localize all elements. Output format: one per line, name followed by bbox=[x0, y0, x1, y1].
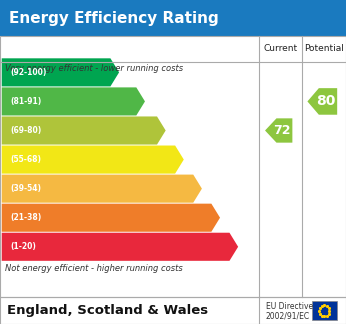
Text: (21-38): (21-38) bbox=[10, 213, 42, 222]
Text: Current: Current bbox=[264, 44, 298, 53]
Bar bbox=[0, 36, 346, 297]
Text: (92-100): (92-100) bbox=[10, 68, 47, 77]
Text: E: E bbox=[203, 182, 211, 195]
Text: F: F bbox=[221, 211, 229, 224]
Text: 2002/91/EC: 2002/91/EC bbox=[266, 312, 310, 320]
Polygon shape bbox=[2, 87, 145, 115]
Polygon shape bbox=[2, 58, 119, 87]
Text: (39-54): (39-54) bbox=[10, 184, 42, 193]
Text: (81-91): (81-91) bbox=[10, 97, 42, 106]
Polygon shape bbox=[2, 145, 184, 174]
Text: D: D bbox=[184, 153, 194, 166]
Text: EU Directive: EU Directive bbox=[266, 302, 313, 311]
Polygon shape bbox=[2, 116, 166, 145]
Bar bbox=[0, 297, 346, 324]
Text: (1-20): (1-20) bbox=[10, 242, 36, 251]
Text: Very energy efficient - lower running costs: Very energy efficient - lower running co… bbox=[5, 64, 183, 73]
Polygon shape bbox=[265, 118, 292, 143]
Text: England, Scotland & Wales: England, Scotland & Wales bbox=[7, 304, 208, 317]
Text: (69-80): (69-80) bbox=[10, 126, 42, 135]
Text: B: B bbox=[146, 95, 155, 108]
Text: G: G bbox=[239, 240, 248, 253]
Polygon shape bbox=[308, 88, 337, 115]
Text: 80: 80 bbox=[316, 94, 335, 109]
Text: (55-68): (55-68) bbox=[10, 155, 42, 164]
Text: C: C bbox=[166, 124, 175, 137]
Text: Not energy efficient - higher running costs: Not energy efficient - higher running co… bbox=[5, 264, 183, 273]
Bar bbox=[312, 301, 337, 320]
Text: 72: 72 bbox=[273, 124, 291, 137]
Polygon shape bbox=[2, 204, 220, 232]
Text: Potential: Potential bbox=[304, 44, 344, 53]
Text: A: A bbox=[120, 66, 129, 79]
Polygon shape bbox=[2, 233, 238, 261]
Polygon shape bbox=[2, 175, 202, 203]
Bar bbox=[0, 0, 346, 36]
Text: Energy Efficiency Rating: Energy Efficiency Rating bbox=[9, 11, 218, 26]
